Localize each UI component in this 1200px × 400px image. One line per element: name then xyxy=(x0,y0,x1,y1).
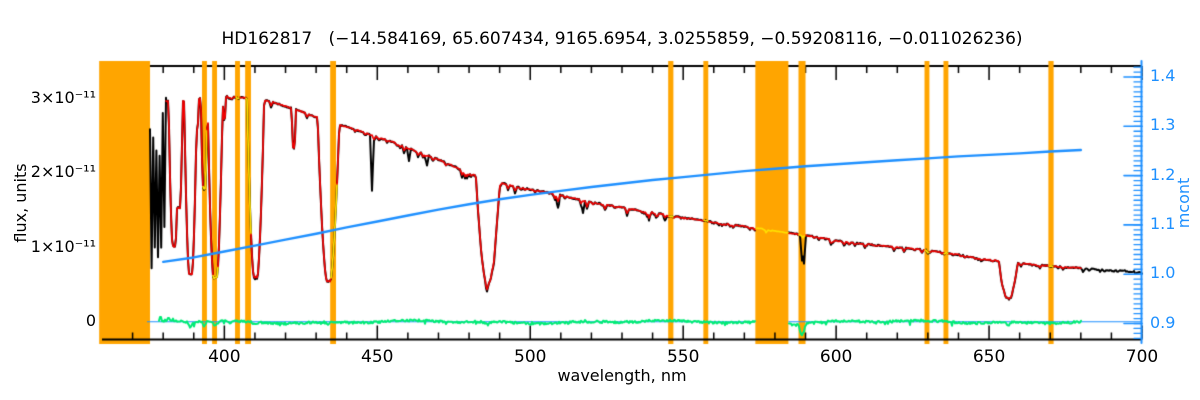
plot-title: HD162817 (−14.584169, 65.607434, 9165.69… xyxy=(221,29,1023,49)
y-tick-label-0: 0 xyxy=(85,311,96,330)
x-axis-label: wavelength, nm xyxy=(557,366,687,385)
x-tick-label-650: 650 xyxy=(972,347,1006,367)
mcont-tick-label-1.1: 1.1 xyxy=(1150,213,1176,233)
x-tick-label-600: 600 xyxy=(819,347,853,367)
mcont-tick-label-0.9: 0.9 xyxy=(1150,312,1176,332)
x-tick-label-450: 450 xyxy=(361,347,394,367)
mcont-tick-label-1.2: 1.2 xyxy=(1150,164,1176,184)
x-tick-label-400: 400 xyxy=(208,347,241,367)
mcont-tick-label-1.4: 1.4 xyxy=(1150,66,1176,85)
mcont-tick-label-1.3: 1.3 xyxy=(1150,115,1176,135)
y-tick-label-2: 2×10⁻¹¹ xyxy=(30,162,96,182)
y-tick-label-1: 1×10⁻¹¹ xyxy=(30,236,96,256)
mcont-tick-label-1.0: 1.0 xyxy=(1150,263,1176,283)
x-tick-label-550: 550 xyxy=(666,347,700,367)
x-tick-label-700: 700 xyxy=(1125,347,1159,367)
y-tick-label-3: 3×10⁻¹¹ xyxy=(30,88,96,108)
x-tick-label-500: 500 xyxy=(514,347,547,367)
